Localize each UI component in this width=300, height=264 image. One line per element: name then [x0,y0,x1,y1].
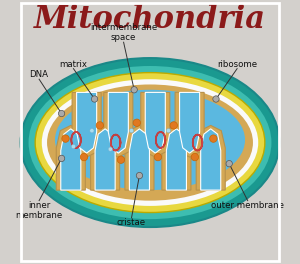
FancyBboxPatch shape [18,0,282,40]
Polygon shape [91,125,120,190]
Circle shape [213,96,219,102]
Polygon shape [56,125,85,190]
Polygon shape [201,129,221,190]
Text: outer membrane: outer membrane [211,201,284,210]
Polygon shape [108,92,128,153]
Circle shape [80,153,88,161]
Ellipse shape [21,58,279,227]
Polygon shape [162,125,191,190]
Circle shape [191,153,199,161]
Polygon shape [76,92,97,153]
Circle shape [108,147,112,151]
Circle shape [133,119,140,126]
Polygon shape [167,129,186,190]
Text: DNA: DNA [30,70,49,79]
Circle shape [71,144,76,149]
Polygon shape [175,92,204,157]
Polygon shape [196,125,225,190]
Ellipse shape [55,90,245,190]
Circle shape [154,153,162,161]
Ellipse shape [35,73,265,213]
Polygon shape [95,129,115,190]
Circle shape [92,96,98,102]
Text: ribosome: ribosome [217,60,257,69]
Circle shape [58,110,65,117]
Text: inner
membrane: inner membrane [16,201,63,220]
Circle shape [131,87,137,93]
Circle shape [129,129,134,133]
Polygon shape [72,92,101,157]
Circle shape [117,156,125,163]
Text: cristae: cristae [117,218,146,227]
Circle shape [170,122,178,129]
Text: matrix: matrix [59,60,87,69]
Circle shape [90,129,94,133]
Circle shape [136,172,142,179]
Circle shape [62,135,69,142]
Polygon shape [129,129,149,190]
Polygon shape [104,92,133,157]
Ellipse shape [47,84,253,201]
Text: Mitochondria: Mitochondria [34,4,266,35]
Polygon shape [61,129,81,190]
Text: intermembrane
space: intermembrane space [90,23,157,42]
Circle shape [96,122,103,129]
Ellipse shape [42,79,258,206]
Circle shape [167,129,171,133]
Polygon shape [141,92,170,157]
Polygon shape [125,125,154,190]
Polygon shape [145,92,165,153]
Ellipse shape [68,63,258,216]
Circle shape [58,155,65,162]
Circle shape [226,161,232,167]
Ellipse shape [28,66,272,219]
Polygon shape [180,92,200,153]
Circle shape [210,135,217,142]
